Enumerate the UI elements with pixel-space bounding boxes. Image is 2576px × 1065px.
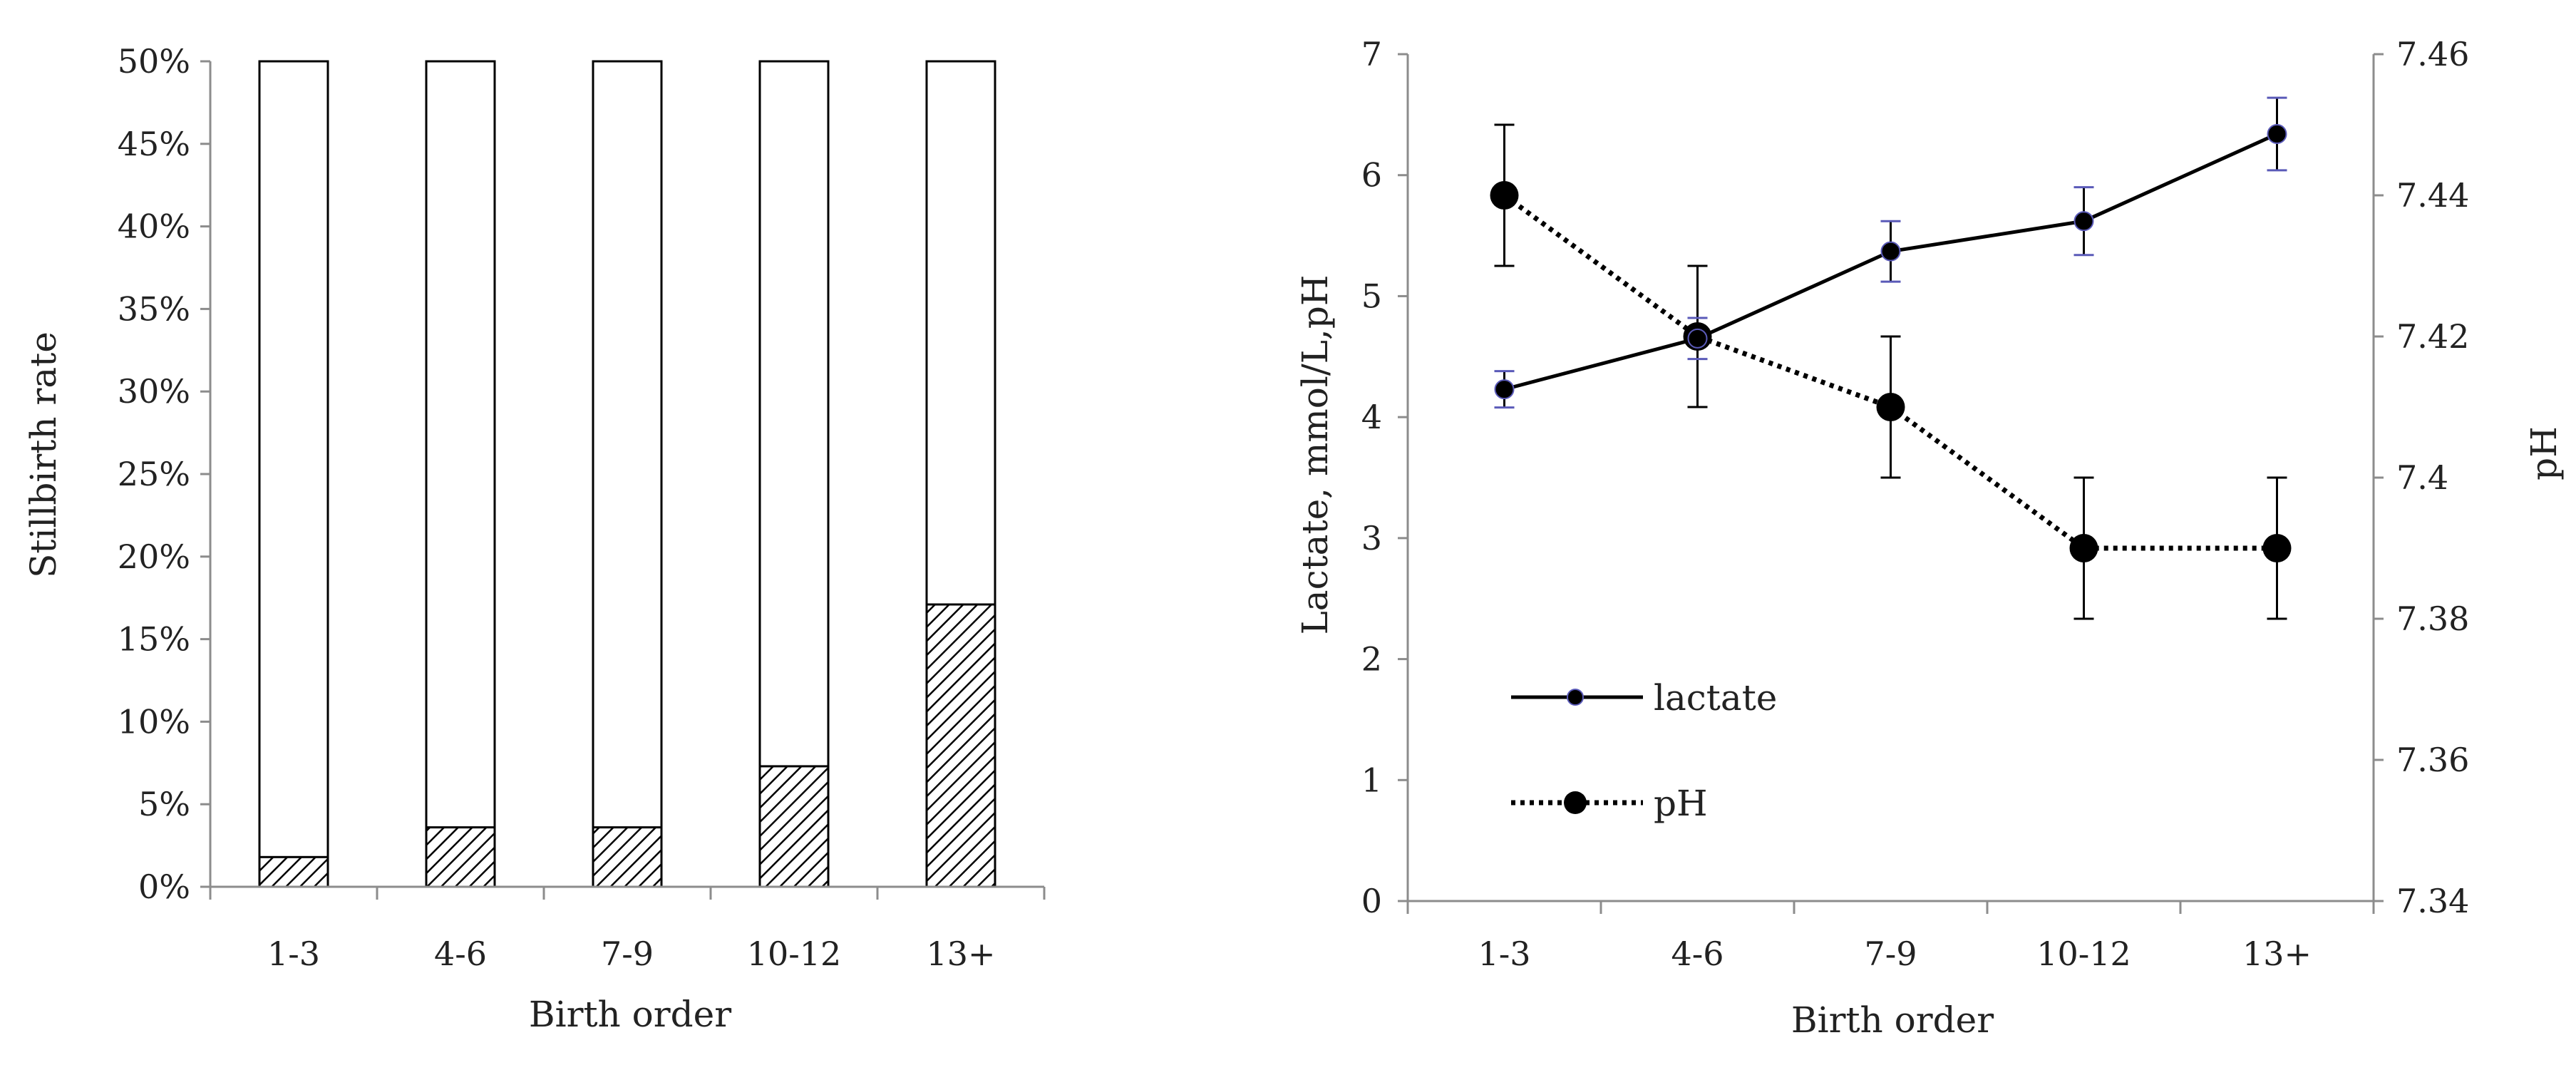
y-tick-label: 10%	[118, 702, 190, 741]
x-tick-labels: 1-3 4-6 7-9 10-12 13+	[1406, 901, 2375, 973]
point-lactate	[1494, 379, 1515, 400]
y-tick-labels: 0% 5% 10% 15% 20% 25% 30% 35% 40% 45% 50%	[118, 42, 210, 906]
bar-outline-7-9	[592, 60, 663, 888]
x-tick-label: 7-9	[1864, 935, 1917, 973]
x-tick-label: 10-12	[2036, 935, 2131, 973]
legend-marker-ph	[1564, 791, 1587, 814]
y-tick-label: 3	[1361, 519, 1382, 557]
y-tick-label: 30%	[118, 372, 190, 411]
y-tick-label: 25%	[118, 455, 190, 493]
axes-layer	[209, 61, 1044, 888]
legend-label-ph: pH	[1654, 783, 1708, 824]
lactate-ph-line-chart: 0 1 2 3 4 5 6 7 7.34 7.36 7.38 7.4 7.42 7.44 7.46 1-3…	[1294, 35, 2565, 1041]
x-tick-label: 13+	[926, 935, 995, 973]
bar-4-6	[425, 826, 496, 888]
point-lactate	[1687, 328, 1708, 349]
bar-outline-10-12	[758, 60, 830, 888]
point-pH	[1876, 393, 1905, 421]
point-lactate	[2073, 211, 2094, 232]
legend-marker-lactate	[1567, 689, 1584, 706]
x-axis-title: Birth order	[1791, 999, 1994, 1041]
stillbirth-bar-chart: 0% 5% 10% 15% 20% 25% 30% 35% 40% 45% 50% 1-3 4-6 7-…	[23, 42, 1046, 1035]
y-tick-label: 50%	[118, 42, 190, 81]
series-layer	[1490, 96, 2292, 620]
point-pH	[2262, 534, 2292, 562]
y-tick-label: 4	[1361, 398, 1382, 436]
y-tick-label: 2	[1361, 640, 1382, 679]
x-tick-label: 13+	[2242, 935, 2312, 973]
point-pH	[1490, 181, 1519, 210]
y-tick-label: 0	[1361, 882, 1382, 920]
x-axis-title: Birth order	[529, 994, 731, 1035]
y-tick-label: 6	[1361, 156, 1382, 195]
y-tick-label: 7	[1361, 35, 1382, 73]
x-tick-label: 4-6	[1671, 935, 1724, 973]
bar-7-9	[592, 826, 663, 888]
bar-13+	[925, 603, 996, 888]
point-pH	[2069, 534, 2098, 562]
point-lactate	[1880, 241, 1901, 262]
x-tick-label: 10-12	[747, 935, 842, 973]
right-y-tick-label: 7.34	[2396, 882, 2469, 920]
legend: lactate pH	[1511, 677, 1777, 824]
x-tick-labels: 1-3 4-6 7-9 10-12 13+	[209, 887, 1046, 973]
right-y-tick-label: 7.42	[2396, 317, 2469, 356]
series-lactate	[1494, 96, 2287, 409]
x-tick-label: 7-9	[601, 935, 654, 973]
x-tick-label: 1-3	[1478, 935, 1530, 973]
legend-label-lactate: lactate	[1654, 677, 1777, 719]
y-tick-label: 1	[1361, 761, 1382, 799]
x-tick-label: 1-3	[267, 935, 320, 973]
bar-10-12	[758, 765, 830, 888]
y-tick-label: 0%	[138, 868, 190, 906]
right-y-tick-labels: 7.34 7.36 7.38 7.4 7.42 7.44 7.46	[2374, 35, 2469, 920]
y-tick-label: 35%	[118, 289, 190, 328]
left-y-tick-labels: 0 1 2 3 4 5 6 7	[1361, 35, 1408, 920]
x-tick-label: 4-6	[434, 935, 487, 973]
y-tick-label: 15%	[118, 620, 190, 659]
right-y-tick-label: 7.44	[2396, 176, 2469, 215]
right-y-tick-label: 7.4	[2396, 458, 2448, 497]
right-y-tick-label: 7.38	[2396, 600, 2469, 638]
y-axis-title: Stillbirth rate	[23, 331, 64, 578]
y-tick-label: 5	[1361, 277, 1382, 315]
right-y-axis-title: pH	[2523, 426, 2565, 480]
legend-item-lactate: lactate	[1511, 677, 1777, 719]
legend-item-ph: pH	[1511, 783, 1708, 824]
bar-1-3	[258, 855, 329, 888]
bar-outline-4-6	[425, 60, 496, 888]
point-lactate	[2267, 124, 2287, 145]
y-tick-label: 45%	[118, 125, 190, 163]
bar-outline-1-3	[258, 60, 329, 888]
series-pH	[1490, 123, 2292, 620]
y-tick-label: 20%	[118, 537, 190, 576]
right-y-tick-label: 7.36	[2396, 741, 2469, 779]
left-y-axis-title: Lactate, mmol/L,pH	[1294, 275, 1336, 635]
y-tick-label: 40%	[118, 207, 190, 246]
y-tick-label: 5%	[138, 785, 190, 823]
right-y-tick-label: 7.46	[2396, 35, 2469, 73]
bars-layer	[258, 60, 996, 888]
